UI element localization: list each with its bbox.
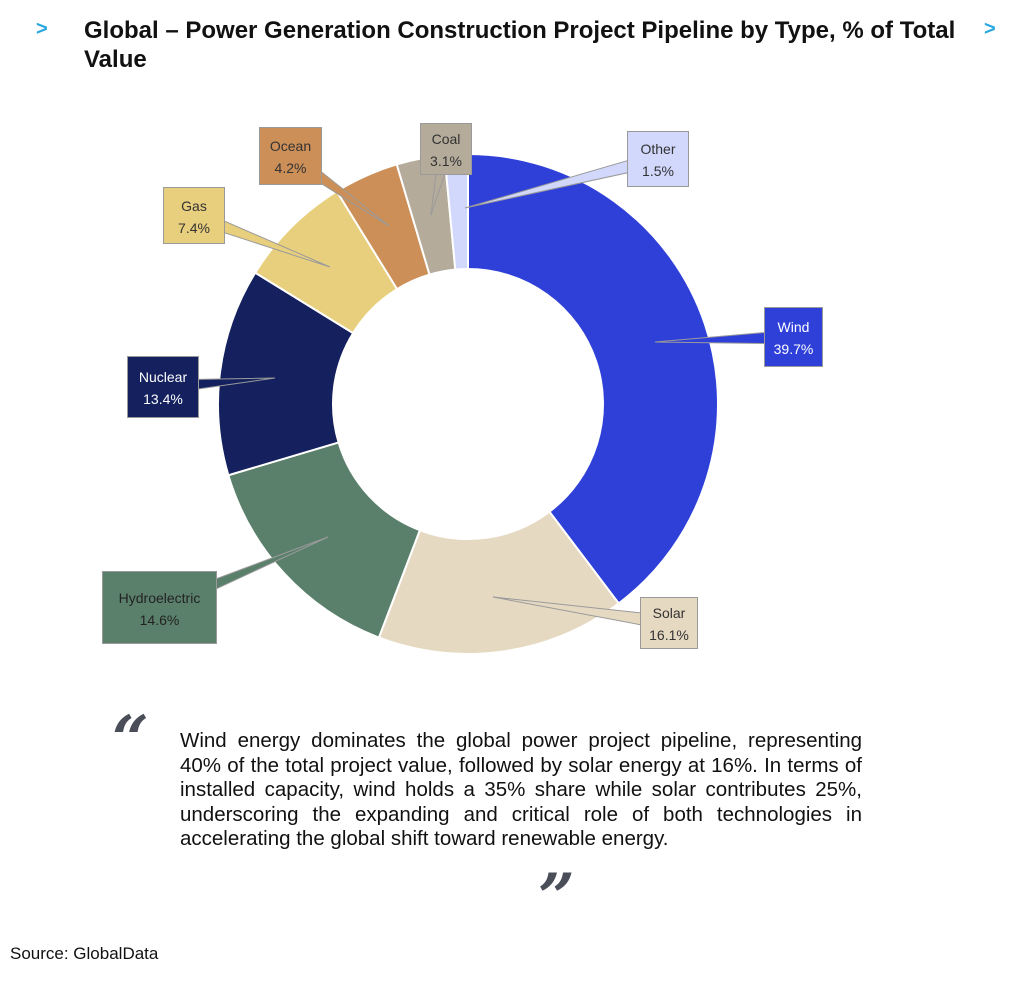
data-label-ocean: Ocean 4.2%: [259, 127, 322, 185]
data-label-value: 3.1%: [430, 153, 462, 169]
close-quote-mark: ”: [538, 860, 575, 935]
donut-slice-wind: [467, 152, 719, 605]
chart-title: Global – Power Generation Construction P…: [84, 17, 956, 73]
open-quote-mark: “: [112, 702, 149, 777]
data-label-category: Ocean: [269, 138, 312, 154]
data-label-category: Other: [640, 141, 676, 157]
data-label-value: 1.5%: [642, 163, 674, 179]
chevron-right-icon: >: [36, 18, 48, 40]
data-label-other: Other 1.5%: [627, 131, 689, 187]
data-label-value: 16.1%: [649, 627, 689, 643]
chevron-right-icon: >: [984, 18, 996, 40]
source-note: Source: GlobalData: [10, 944, 159, 963]
data-label-solar: Solar 16.1%: [640, 597, 698, 649]
donut-chart: [156, 146, 795, 655]
data-label-category: Solar: [652, 605, 686, 621]
data-label-value: 39.7%: [773, 341, 814, 357]
data-label-category: Hydroelectric: [118, 589, 201, 606]
data-label-value: 13.4%: [143, 391, 183, 407]
quote-text: Wind energy dominates the global power p…: [180, 729, 862, 850]
data-label-hydroelectric: Hydroelectric 14.6%: [102, 571, 217, 644]
data-label-nuclear: Nuclear 13.4%: [127, 356, 199, 418]
data-label-category: Gas: [181, 197, 207, 214]
data-label-value: 7.4%: [178, 219, 210, 236]
data-label-gas: Gas 7.4%: [163, 187, 225, 244]
data-label-value: 14.6%: [139, 611, 180, 628]
data-label-coal: Coal 3.1%: [420, 123, 472, 175]
data-label-category: Coal: [431, 131, 461, 147]
donut-slice-hydroelectric: [227, 441, 422, 639]
data-label-value: 4.2%: [274, 160, 307, 176]
donut-slice-solar: [377, 510, 621, 655]
data-label-category: Nuclear: [138, 369, 188, 385]
data-label-category: Wind: [777, 319, 810, 335]
data-label-wind: Wind 39.7%: [764, 307, 823, 367]
